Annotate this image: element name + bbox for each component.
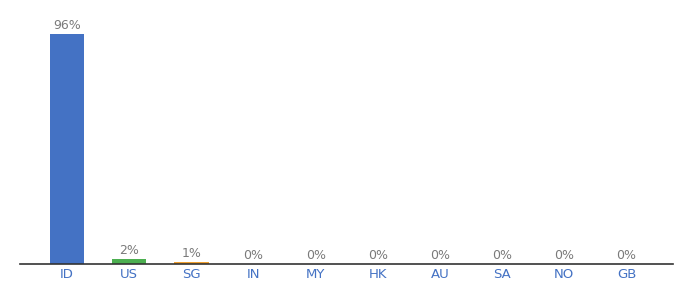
Bar xyxy=(50,34,84,264)
Bar xyxy=(174,262,209,264)
Text: 0%: 0% xyxy=(368,249,388,262)
Bar xyxy=(112,259,146,264)
Text: 0%: 0% xyxy=(306,249,326,262)
Text: 96%: 96% xyxy=(53,19,81,32)
Text: 0%: 0% xyxy=(243,249,264,262)
Text: 2%: 2% xyxy=(120,244,139,257)
Text: 0%: 0% xyxy=(554,249,575,262)
Text: 0%: 0% xyxy=(617,249,636,262)
Text: 0%: 0% xyxy=(430,249,450,262)
Text: 1%: 1% xyxy=(182,247,201,260)
Text: 0%: 0% xyxy=(492,249,512,262)
